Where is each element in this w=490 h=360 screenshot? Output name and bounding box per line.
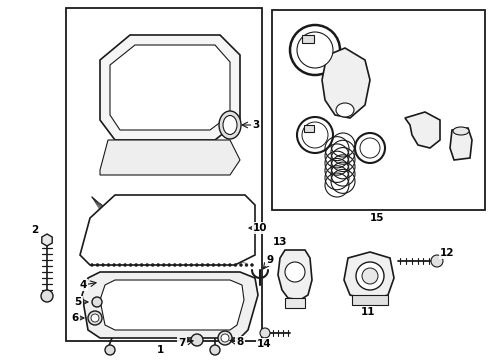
Circle shape — [105, 345, 115, 355]
Circle shape — [113, 264, 116, 266]
Circle shape — [41, 290, 53, 302]
Circle shape — [168, 264, 171, 266]
Circle shape — [218, 264, 220, 266]
Polygon shape — [42, 234, 52, 246]
Text: 8: 8 — [236, 337, 244, 347]
Circle shape — [91, 314, 99, 322]
Circle shape — [355, 133, 385, 163]
Circle shape — [221, 334, 229, 342]
Circle shape — [191, 334, 203, 346]
Text: 4: 4 — [79, 280, 87, 290]
Circle shape — [212, 264, 215, 266]
Circle shape — [223, 264, 226, 266]
Ellipse shape — [219, 111, 241, 139]
Polygon shape — [100, 35, 240, 140]
Circle shape — [96, 264, 99, 266]
Polygon shape — [322, 48, 370, 118]
Polygon shape — [100, 280, 244, 330]
Circle shape — [92, 297, 102, 307]
Polygon shape — [110, 45, 230, 130]
Text: 15: 15 — [370, 213, 384, 223]
Bar — [285, 298, 305, 308]
Polygon shape — [100, 140, 240, 175]
Circle shape — [297, 117, 333, 153]
Circle shape — [135, 264, 138, 266]
Circle shape — [218, 331, 232, 345]
Circle shape — [290, 25, 340, 75]
Circle shape — [356, 262, 384, 290]
Polygon shape — [82, 272, 258, 338]
Polygon shape — [405, 112, 440, 148]
Bar — [352, 295, 388, 305]
Circle shape — [118, 264, 121, 266]
Circle shape — [88, 311, 102, 325]
Polygon shape — [344, 252, 394, 300]
Circle shape — [129, 264, 132, 266]
Bar — [302, 35, 314, 43]
Text: 9: 9 — [267, 255, 273, 265]
Text: 7: 7 — [178, 338, 186, 348]
Circle shape — [260, 328, 270, 338]
Circle shape — [151, 264, 154, 266]
Text: 6: 6 — [72, 313, 78, 323]
Circle shape — [360, 138, 380, 158]
Polygon shape — [278, 250, 312, 300]
Circle shape — [206, 264, 209, 266]
Polygon shape — [80, 195, 255, 265]
Circle shape — [101, 264, 104, 266]
Circle shape — [302, 122, 328, 148]
Circle shape — [107, 264, 110, 266]
Circle shape — [234, 264, 237, 266]
Text: 11: 11 — [361, 307, 375, 317]
Text: 12: 12 — [440, 248, 454, 258]
Text: 14: 14 — [257, 339, 271, 349]
Circle shape — [245, 264, 248, 266]
Circle shape — [250, 264, 253, 266]
Circle shape — [91, 264, 94, 266]
Circle shape — [196, 264, 198, 266]
Circle shape — [146, 264, 148, 266]
Circle shape — [179, 264, 182, 266]
Circle shape — [190, 264, 193, 266]
Circle shape — [123, 264, 126, 266]
Text: 5: 5 — [74, 297, 82, 307]
Circle shape — [297, 32, 333, 68]
Bar — [66, 8, 262, 341]
Text: 13: 13 — [273, 237, 287, 247]
Text: 1: 1 — [156, 345, 164, 355]
Circle shape — [173, 264, 176, 266]
Circle shape — [201, 264, 204, 266]
Circle shape — [210, 345, 220, 355]
Circle shape — [162, 264, 165, 266]
Text: 2: 2 — [31, 225, 39, 235]
Text: 3: 3 — [252, 120, 260, 130]
Text: 10: 10 — [253, 223, 267, 233]
Circle shape — [140, 264, 143, 266]
Circle shape — [228, 264, 231, 266]
Circle shape — [285, 262, 305, 282]
Circle shape — [362, 268, 378, 284]
Circle shape — [431, 255, 443, 267]
Bar — [304, 125, 314, 132]
Circle shape — [184, 264, 187, 266]
Bar — [272, 10, 485, 210]
Polygon shape — [450, 128, 472, 160]
Ellipse shape — [453, 127, 469, 135]
Circle shape — [157, 264, 160, 266]
Ellipse shape — [336, 103, 354, 117]
Circle shape — [240, 264, 243, 266]
Ellipse shape — [223, 116, 237, 135]
